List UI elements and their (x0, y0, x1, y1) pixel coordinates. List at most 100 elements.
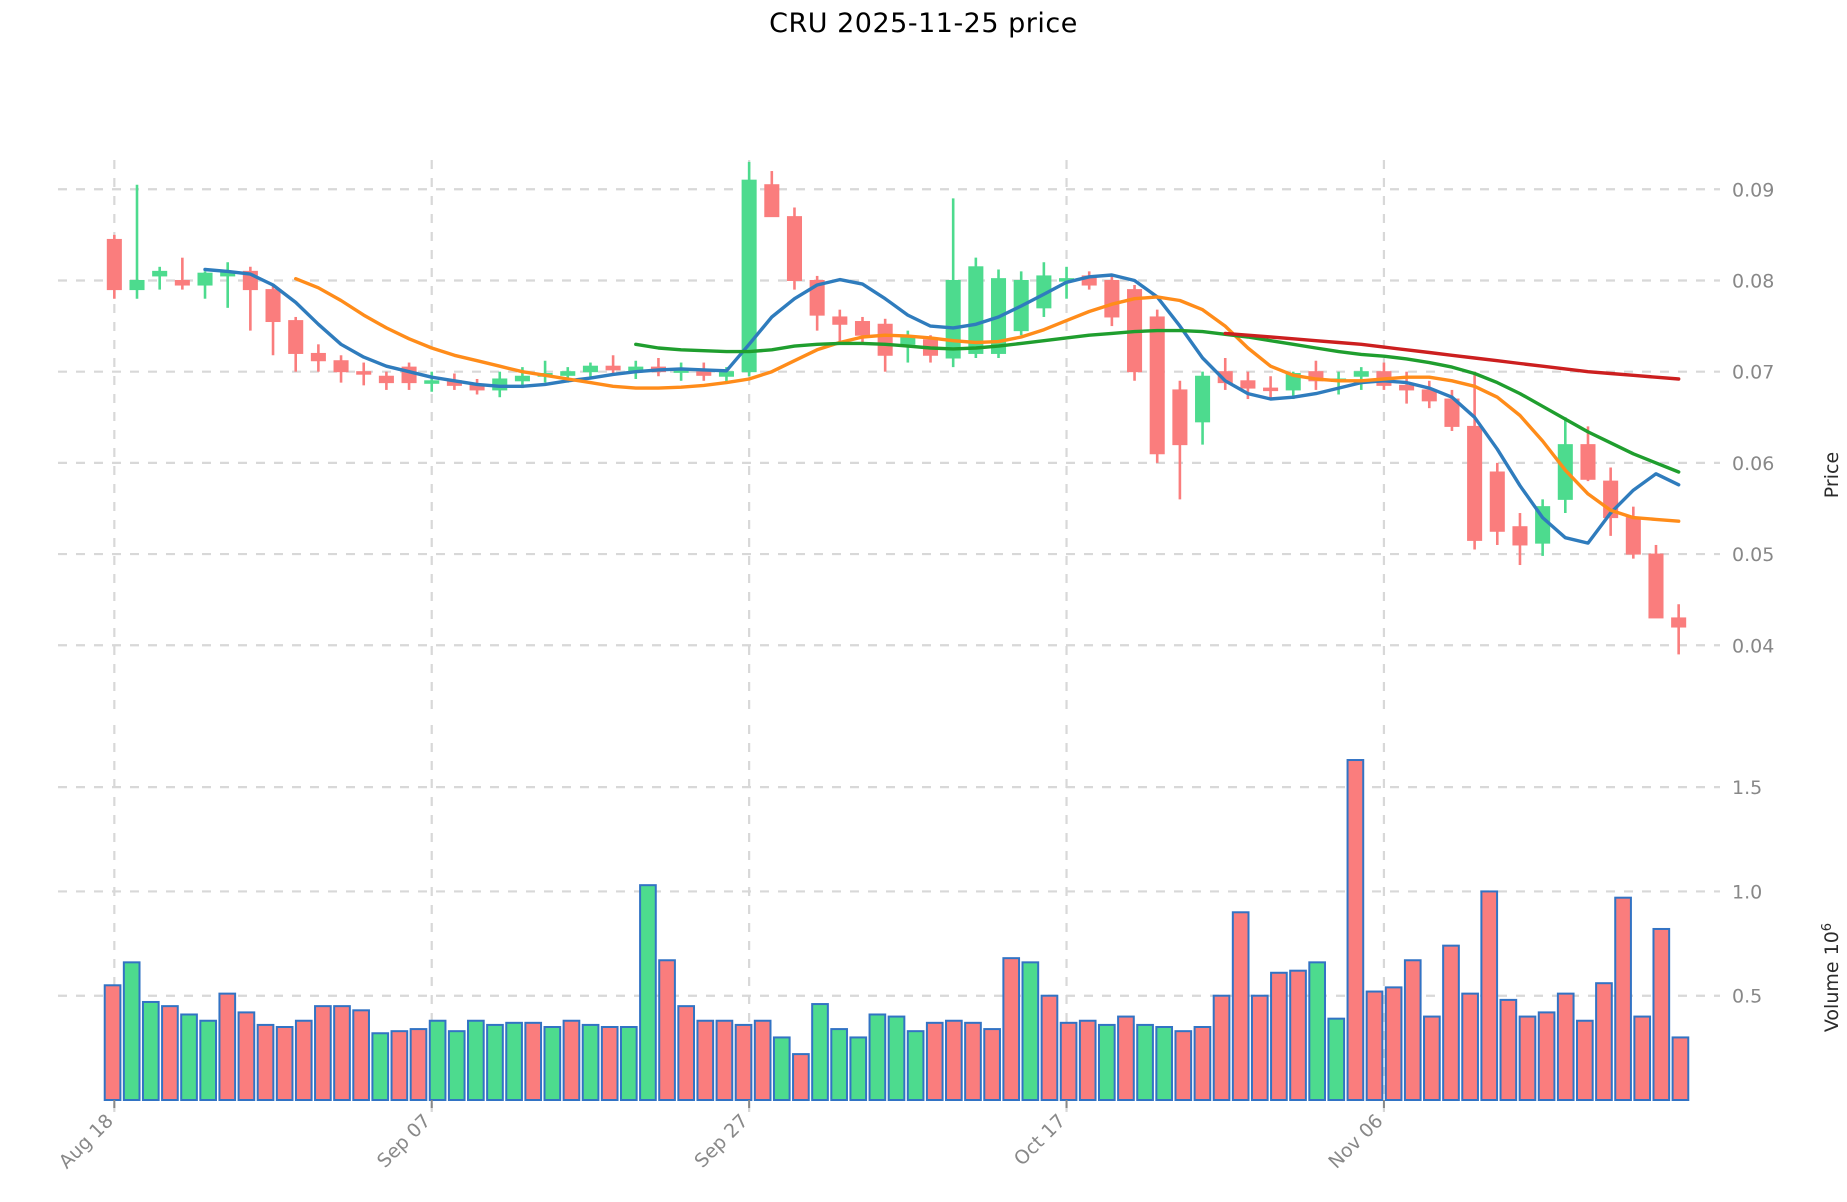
volume-bar (1117, 1015, 1135, 1101)
volume-bar (600, 1026, 619, 1101)
volume-bar (486, 1023, 504, 1102)
candle-body (174, 279, 190, 286)
volume-bar (1308, 961, 1326, 1101)
moving-average-lines (203, 267, 1681, 545)
candle-body (152, 270, 168, 277)
volume-bar (887, 1015, 906, 1101)
volume-bar (830, 1028, 848, 1101)
price-tick-label: 0.04 (1732, 635, 1774, 657)
ma-line-3 (1223, 331, 1681, 381)
volume-bar (1423, 1015, 1441, 1101)
volume-bar (428, 1019, 447, 1101)
volume-bar (1384, 986, 1403, 1101)
volume-bar (314, 1005, 332, 1102)
volume-bar (180, 1013, 198, 1101)
volume-bar (715, 1019, 734, 1101)
volume-bar (122, 961, 141, 1101)
volume-bar (1499, 998, 1518, 1102)
candle-body (809, 279, 825, 316)
volume-bar (1633, 1015, 1652, 1101)
ma-line-2 (634, 328, 1681, 474)
candle-body (854, 321, 871, 336)
candle-body (514, 375, 530, 382)
candle-body (310, 352, 326, 362)
candle-body (1671, 617, 1687, 628)
volume-bar (141, 1000, 160, 1102)
candle-body (1149, 316, 1165, 455)
volume-tick-label: 1.0 (1732, 881, 1762, 903)
candle-body (106, 238, 122, 291)
candle-body (1353, 371, 1369, 377)
volume-bar (524, 1021, 543, 1101)
volume-bar (1652, 927, 1671, 1101)
volume-axis-title: Volume 106 (1820, 923, 1844, 1032)
candle-body (129, 279, 145, 291)
candle-body (605, 365, 621, 371)
candle-body (333, 360, 349, 373)
volume-bar (753, 1019, 772, 1101)
ma-line-1 (294, 277, 1681, 523)
candle-body (1263, 387, 1279, 392)
volume-bar (1289, 969, 1307, 1102)
volume-bar (964, 1021, 982, 1101)
date-tick-label: Nov 06 (1324, 1110, 1387, 1173)
candle-body (1580, 444, 1596, 480)
volume-bar (256, 1023, 275, 1102)
volume-bar (619, 1026, 638, 1101)
candle-body (560, 371, 576, 376)
volume-bar (1193, 1026, 1212, 1101)
volume-bar (447, 1030, 466, 1101)
ma-line-0 (203, 267, 1681, 545)
volume-bar (1403, 959, 1422, 1101)
volume-bar (772, 1036, 791, 1102)
candle-body (741, 179, 757, 373)
price-tick-label: 0.07 (1732, 362, 1774, 384)
candle-body (378, 375, 394, 384)
volume-bar (1059, 1021, 1078, 1101)
volume-bar (868, 1013, 887, 1101)
volume-bar (1346, 759, 1365, 1101)
volume-bar (161, 1005, 179, 1102)
candle-body (197, 272, 213, 286)
candle-body (786, 216, 803, 281)
volume-bar (1614, 896, 1632, 1102)
volume-bar (1671, 1036, 1690, 1102)
volume-bar (294, 1019, 313, 1101)
volume-bar (1518, 1015, 1537, 1101)
volume-bar (696, 1019, 715, 1101)
volume-bar (849, 1036, 868, 1102)
volume-tick-label: 1.5 (1732, 777, 1762, 799)
volume-bar (811, 1003, 829, 1101)
candle-body (877, 323, 893, 356)
price-tick-label: 0.05 (1732, 544, 1774, 566)
candlestick-series (106, 161, 1687, 655)
candle-body (1467, 425, 1483, 541)
candle-body (1104, 279, 1120, 318)
candle-body (582, 365, 598, 373)
volume-bar (390, 1030, 409, 1101)
volume-bar (639, 884, 657, 1102)
candle-body (1512, 526, 1528, 546)
volume-axis-exponent: 6 (1820, 923, 1835, 931)
volume-bar (1250, 994, 1269, 1102)
volume-bar (562, 1019, 581, 1101)
volume-bar (467, 1019, 485, 1101)
volume-bar (505, 1021, 523, 1101)
volume-bar (1078, 1019, 1097, 1101)
volume-bar (333, 1005, 351, 1102)
volume-bar (581, 1023, 600, 1102)
volume-bar (218, 992, 237, 1102)
candle-body (1240, 380, 1256, 389)
gridlines (58, 160, 1720, 1112)
price-tick-label: 0.09 (1732, 179, 1774, 201)
volume-bar (1556, 992, 1575, 1102)
volume-bar (1002, 957, 1021, 1102)
volume-bar (543, 1026, 562, 1101)
candle-body (1172, 389, 1188, 446)
volume-bar (925, 1021, 944, 1101)
volume-bar (1575, 1019, 1594, 1101)
volume-bar (371, 1032, 390, 1102)
volume-bar (352, 1009, 370, 1101)
volume-bar (906, 1030, 925, 1101)
